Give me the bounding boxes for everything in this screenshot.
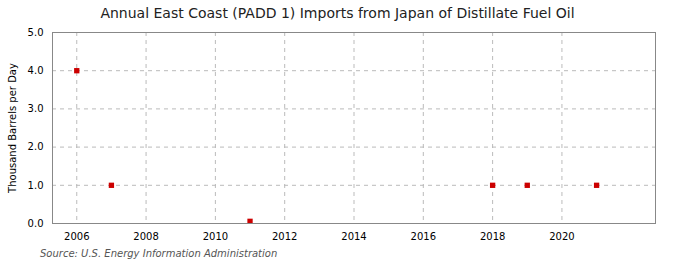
svg-text:2.0: 2.0 xyxy=(28,141,44,152)
svg-text:2014: 2014 xyxy=(341,231,366,242)
svg-text:5.0: 5.0 xyxy=(28,27,44,38)
svg-text:3.0: 3.0 xyxy=(28,103,44,114)
svg-text:2018: 2018 xyxy=(480,231,505,242)
svg-text:Thousand Barrels per Day: Thousand Barrels per Day xyxy=(7,63,18,194)
svg-text:2020: 2020 xyxy=(549,231,574,242)
html-text:Source: U.S. Energy Informatio: Source: U.S. Energy Information Administ… xyxy=(40,248,278,259)
svg-text:2012: 2012 xyxy=(272,231,297,242)
svg-text:2010: 2010 xyxy=(203,231,228,242)
svg-text:1.0: 1.0 xyxy=(28,180,44,191)
svg-text:2006: 2006 xyxy=(64,231,89,242)
html-text:Annual East Coast (PADD 1) Imp: Annual East Coast (PADD 1) Imports from … xyxy=(100,5,575,21)
svg-text:2016: 2016 xyxy=(411,231,436,242)
svg-text:0.0: 0.0 xyxy=(28,218,44,229)
svg-text:2008: 2008 xyxy=(133,231,158,242)
svg-text:4.0: 4.0 xyxy=(28,65,44,76)
